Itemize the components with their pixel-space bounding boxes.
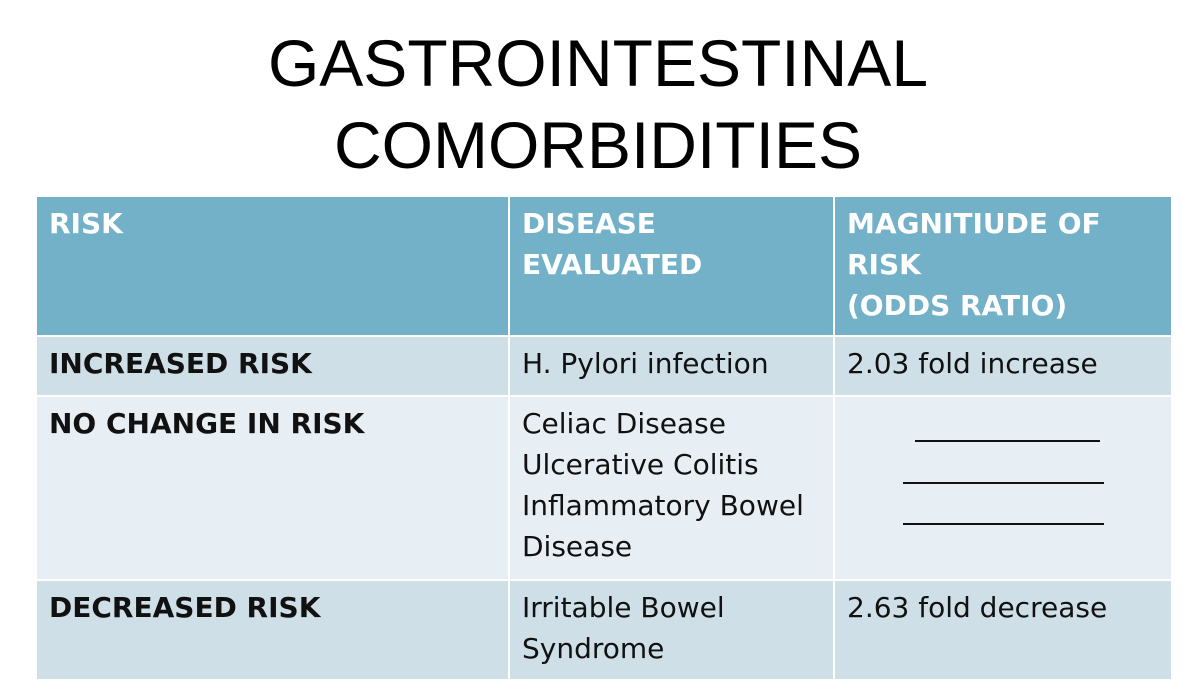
magnitude-cell: 2.63 fold decrease	[833, 579, 1173, 681]
header-magnitude-of-risk: MAGNITIUDE OF RISK (ODDS RATIO)	[833, 195, 1173, 337]
disease-cell: Irritable Bowel Syndrome	[508, 579, 835, 681]
header-risk: RISK	[35, 195, 510, 337]
blank-line	[903, 523, 1104, 525]
magnitude-cell-blank	[833, 395, 1173, 581]
table-header-row: RISK DISEASE EVALUATED MAGNITIUDE OF RIS…	[35, 195, 1173, 337]
disease-cell: H. Pylori infection	[508, 335, 835, 397]
blank-line	[903, 482, 1104, 484]
risk-cell: NO CHANGE IN RISK	[35, 395, 510, 581]
disease-cell: Celiac Disease Ulcerative Colitis Inflam…	[508, 395, 835, 581]
header-disease-evaluated: DISEASE EVALUATED	[508, 195, 835, 337]
risk-cell: DECREASED RISK	[35, 579, 510, 681]
table-row: INCREASED RISK H. Pylori infection 2.03 …	[35, 335, 1173, 397]
magnitude-cell: 2.03 fold increase	[833, 335, 1173, 397]
blank-line	[915, 440, 1100, 442]
title-line-1: GASTROINTESTINAL	[267, 26, 929, 100]
slide-title: GASTROINTESTINAL COMORBIDITIES	[0, 22, 1196, 186]
comorbidity-table: RISK DISEASE EVALUATED MAGNITIUDE OF RIS…	[35, 195, 1173, 681]
blank-lines	[847, 403, 1159, 553]
table-row: DECREASED RISK Irritable Bowel Syndrome …	[35, 579, 1173, 681]
risk-cell: INCREASED RISK	[35, 335, 510, 397]
title-line-2: COMORBIDITIES	[333, 108, 863, 182]
table-row: NO CHANGE IN RISK Celiac Disease Ulcerat…	[35, 395, 1173, 581]
